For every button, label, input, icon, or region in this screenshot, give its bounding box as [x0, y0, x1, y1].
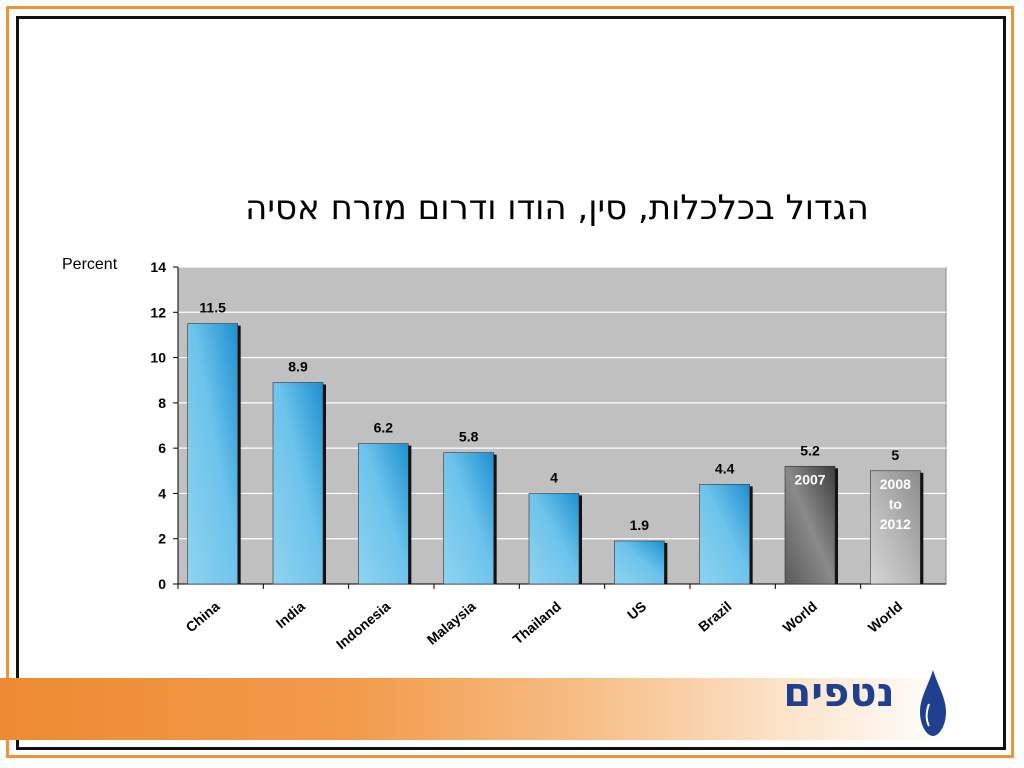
y-tick-label: 4 — [158, 485, 166, 501]
value-label: 5.8 — [459, 429, 479, 445]
category-label: China — [183, 598, 223, 635]
water-drop-icon — [920, 670, 946, 736]
slide-outer-frame — [6, 6, 1014, 758]
bar-malaysia — [443, 452, 494, 585]
logo-text: נטפים — [783, 670, 895, 716]
category-label: Indonesia — [333, 598, 394, 652]
bar-chart: 0 2 4 6 8 10 12 14 11.5 China 8.9 India 6.2 Indonesia… — [150, 259, 947, 652]
category-label: World — [779, 598, 819, 636]
value-label: 6.2 — [374, 420, 394, 436]
bar-thailand — [528, 493, 580, 585]
bar-world — [870, 470, 921, 585]
bar-china — [187, 323, 238, 585]
category-label: World — [865, 598, 905, 636]
bars — [187, 323, 924, 585]
company-logo: נטפים — [764, 668, 954, 744]
value-label: 5 — [891, 447, 899, 463]
value-label: 1.9 — [630, 517, 650, 533]
y-tick-label: 0 — [158, 576, 166, 592]
value-label: 5.2 — [800, 442, 820, 458]
value-label: 8.9 — [288, 358, 308, 374]
y-tick-label: 10 — [150, 350, 166, 366]
bar-annotation: 2008 — [880, 476, 911, 492]
value-label: 4.4 — [715, 460, 735, 476]
footer-band — [0, 678, 1000, 740]
bar-us — [614, 540, 665, 585]
slide-title: הגדול בכלכלות, סין, הודו ודרום מזרח אסיה — [245, 188, 869, 228]
category-label: Malaysia — [424, 598, 479, 648]
slide-inner-frame — [16, 16, 1006, 750]
bar-annotation: 2007 — [794, 471, 825, 487]
bar-india — [272, 382, 324, 585]
category-label: Thailand — [510, 598, 564, 647]
value-label: 11.5 — [199, 300, 226, 316]
category-label: India — [273, 598, 308, 631]
bar-brazil — [699, 484, 750, 585]
bar-annotation: 2012 — [880, 516, 911, 532]
y-tick-label: 2 — [158, 531, 166, 547]
bar-annotation: to — [889, 496, 902, 512]
category-label: Brazil — [695, 598, 734, 635]
value-label: 4 — [550, 469, 558, 485]
bar-indonesia — [358, 443, 409, 585]
y-tick-label: 12 — [150, 304, 166, 320]
category-label: US — [624, 598, 649, 623]
y-tick-label: 8 — [158, 395, 166, 411]
y-axis-label: Percent — [62, 256, 118, 273]
y-tick-label: 6 — [158, 440, 166, 456]
y-tick-label: 14 — [150, 259, 166, 275]
bar-world — [784, 465, 836, 585]
